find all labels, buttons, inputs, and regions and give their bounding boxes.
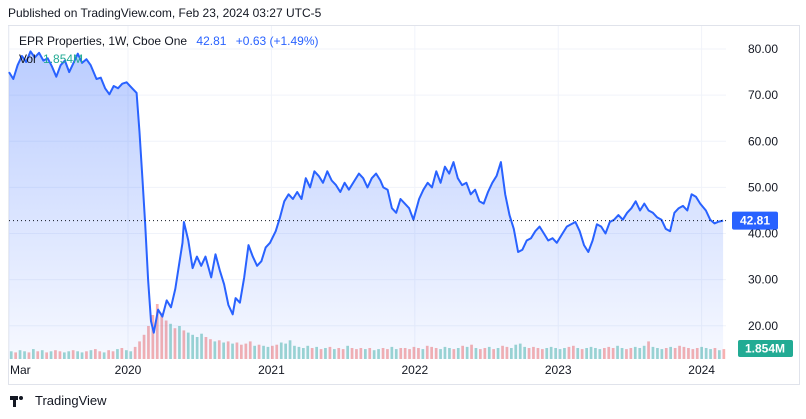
volume-bar bbox=[722, 349, 726, 359]
price-line bbox=[8, 50, 724, 334]
y-tick-label: 70.00 bbox=[748, 88, 778, 102]
last-price-tag: 42.81 bbox=[732, 211, 778, 230]
volume-legend: Vol 1.854M bbox=[19, 52, 83, 66]
price-area bbox=[9, 51, 724, 360]
tradingview-logo-icon bbox=[10, 394, 30, 408]
x-tick-label: 2023 bbox=[545, 363, 572, 377]
volume-tag: 1.854M bbox=[738, 340, 793, 357]
brand-name: TradingView bbox=[35, 393, 107, 408]
y-tick-label: 30.00 bbox=[748, 273, 778, 287]
x-axis: Mar 2020 2021 2022 2023 2024 bbox=[10, 363, 715, 377]
volume-tag-label: 1.854M bbox=[745, 342, 785, 356]
y-tick-label: 20.00 bbox=[748, 319, 778, 333]
x-tick-label: 2022 bbox=[401, 363, 428, 377]
y-tick-label: 50.00 bbox=[748, 180, 778, 194]
volume-label: Vol bbox=[19, 52, 36, 66]
symbol-legend: EPR Properties, 1W, Cboe One 42.81 +0.63… bbox=[19, 34, 319, 48]
y-tick-label: 40.00 bbox=[748, 227, 778, 241]
y-tick-label: 60.00 bbox=[748, 134, 778, 148]
y-tick-label: 80.00 bbox=[748, 42, 778, 56]
published-note: Published on TradingView.com, Feb 23, 20… bbox=[8, 6, 322, 20]
x-tick-label: 2024 bbox=[688, 363, 715, 377]
y-axis: 80.00 70.00 60.00 50.00 40.00 30.00 20.00 bbox=[748, 42, 778, 333]
footer-brand[interactable]: TradingView bbox=[10, 393, 107, 408]
symbol-title: EPR Properties, 1W, Cboe One bbox=[19, 34, 188, 48]
x-tick-label: Mar bbox=[10, 363, 31, 377]
last-price-label: 42.81 bbox=[740, 214, 770, 228]
x-tick-label: 2020 bbox=[115, 363, 142, 377]
last-value: 42.81 bbox=[196, 34, 227, 48]
x-tick-label: 2021 bbox=[258, 363, 285, 377]
change-value: +0.63 (+1.49%) bbox=[235, 34, 319, 48]
volume-value: 1.854M bbox=[43, 52, 84, 66]
